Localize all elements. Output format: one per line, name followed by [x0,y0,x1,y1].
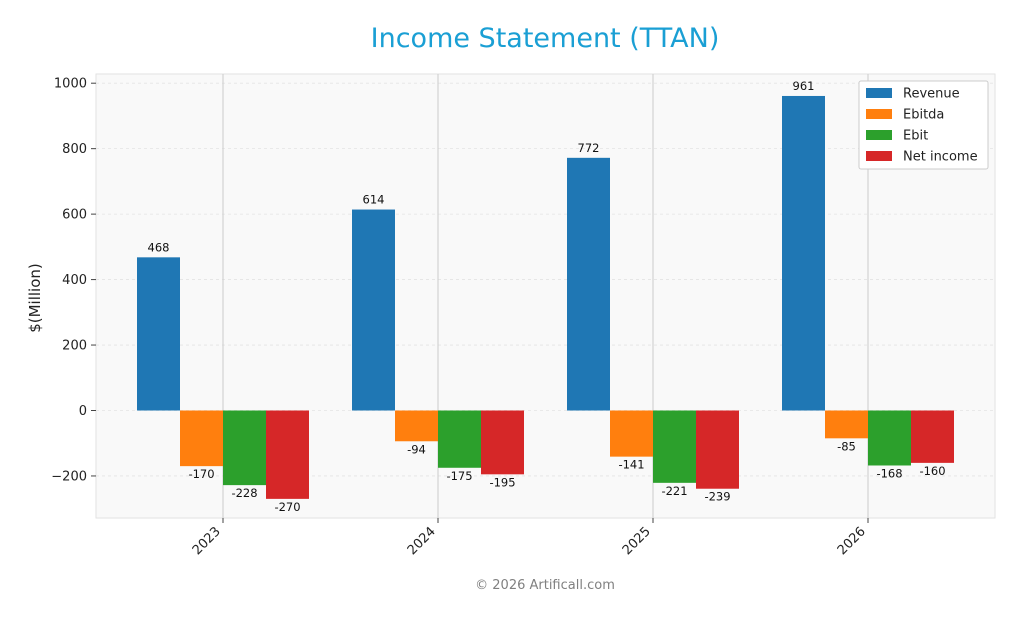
data-label: 468 [148,240,170,254]
x-axis: 2023 2024 2025 2026 [190,518,869,558]
y-tick-label: 0 [79,404,87,419]
bar-revenue [137,257,180,411]
x-tick-label: 2026 [835,524,869,558]
legend-label: Net income [903,150,978,165]
y-tick-label: 1000 [54,77,87,92]
y-tick-label: 800 [62,142,87,157]
data-label: -160 [919,464,945,478]
y-tick-label: 400 [62,273,87,288]
bar-net-income [481,410,524,475]
bar-ebitda [610,410,653,457]
data-label: -270 [274,500,300,514]
data-label: -221 [661,484,687,498]
bar-net-income [911,410,954,463]
data-label: 614 [363,193,385,207]
y-axis-label: $(Million) [26,263,44,333]
legend-swatch [866,151,892,161]
data-label: -168 [876,466,902,480]
bar-ebitda [395,410,438,442]
x-tick-label: 2023 [190,524,224,558]
legend-label: Ebitda [903,108,944,123]
legend-swatch [866,88,892,98]
y-tick-label: −200 [51,469,87,484]
bar-net-income [266,410,309,499]
bars [137,95,954,499]
data-label: -141 [618,458,644,472]
bar-ebit [223,410,266,486]
bar-revenue [352,209,395,411]
legend-swatch [866,130,892,140]
bar-ebit [653,410,696,483]
legend: Revenue Ebitda Ebit Net income [858,80,989,170]
x-tick-label: 2024 [405,524,439,558]
bar-net-income [696,410,739,489]
data-label: -228 [231,486,257,500]
bar-ebitda [180,410,223,467]
legend-box [858,80,989,170]
bar-revenue [782,95,825,411]
x-tick-label: 2025 [620,524,654,558]
data-label: -94 [407,442,426,456]
legend-label: Ebit [903,129,928,144]
data-label: -195 [489,475,515,489]
data-label: 772 [578,141,600,155]
bar-ebit [438,410,481,468]
y-tick-label: 200 [62,339,87,354]
legend-label: Revenue [903,87,960,102]
bar-ebit [868,410,911,466]
bar-revenue [567,157,610,411]
y-tick-label: 600 [62,208,87,223]
data-label: -85 [837,439,856,453]
y-axis: −200 0 200 400 600 800 1000 [51,77,96,484]
footer-copyright: © 2026 Artificall.com [475,578,615,593]
legend-swatch [866,109,892,119]
data-labels: 468 614 772 961 -170 -94 -141 -85 -228 -175 -221 -1… [148,79,946,514]
data-label: -239 [704,490,730,504]
chart-title: Income Statement (TTAN) [371,23,720,54]
data-label: -170 [188,467,214,481]
data-label: -175 [446,469,472,483]
data-label: 961 [793,79,815,93]
bar-ebitda [825,410,868,439]
